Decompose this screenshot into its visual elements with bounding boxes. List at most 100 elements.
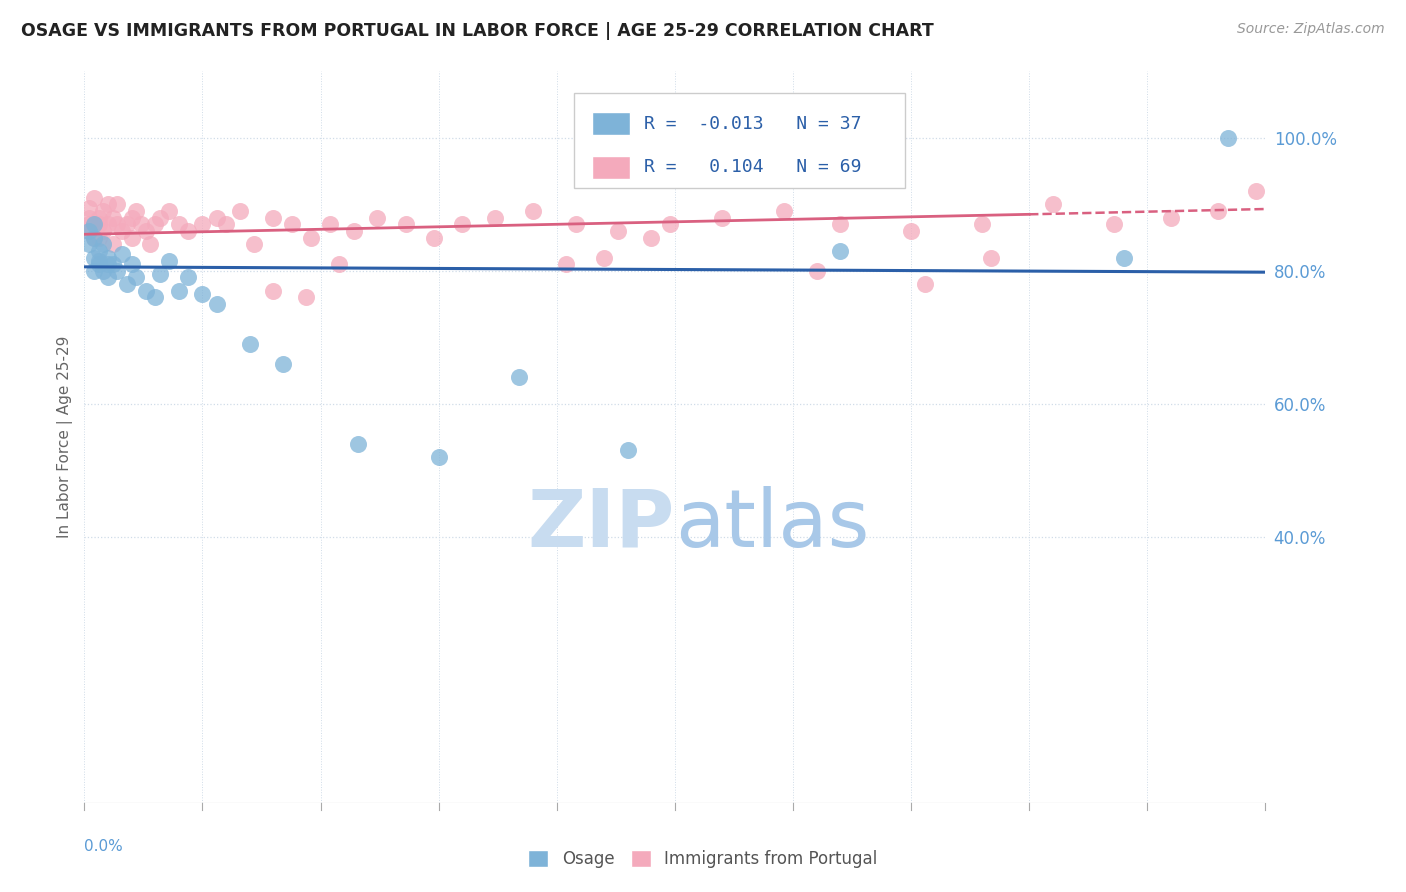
- Point: [640, 230, 662, 244]
- Point: [91, 264, 114, 278]
- Point: [87, 257, 110, 271]
- Y-axis label: In Labor Force | Age 25-29: In Labor Force | Age 25-29: [58, 336, 73, 538]
- Point: [107, 264, 129, 278]
- Point: [83, 191, 105, 205]
- Point: [149, 267, 172, 281]
- Text: Source: ZipAtlas.com: Source: ZipAtlas.com: [1237, 22, 1385, 37]
- Point: [167, 217, 190, 231]
- Point: [451, 217, 474, 231]
- Point: [343, 224, 366, 238]
- Point: [77, 237, 100, 252]
- Point: [107, 197, 129, 211]
- Text: ZIP: ZIP: [527, 486, 675, 564]
- Point: [319, 217, 342, 231]
- Point: [101, 211, 124, 225]
- Point: [91, 204, 114, 219]
- Point: [900, 224, 922, 238]
- Point: [149, 211, 172, 225]
- Point: [167, 284, 190, 298]
- Point: [555, 257, 578, 271]
- Point: [129, 217, 152, 231]
- FancyBboxPatch shape: [592, 156, 630, 179]
- FancyBboxPatch shape: [592, 112, 630, 136]
- Text: atlas: atlas: [675, 486, 869, 564]
- Point: [177, 224, 200, 238]
- Point: [806, 264, 828, 278]
- Point: [1042, 197, 1064, 211]
- Point: [205, 211, 228, 225]
- Point: [177, 270, 200, 285]
- Point: [366, 211, 388, 225]
- Point: [77, 217, 100, 231]
- Point: [87, 230, 110, 244]
- Legend: Osage, Immigrants from Portugal: Osage, Immigrants from Portugal: [522, 843, 884, 875]
- Point: [239, 337, 262, 351]
- Point: [83, 230, 105, 244]
- Point: [191, 217, 214, 231]
- Point: [143, 217, 166, 231]
- Point: [87, 217, 110, 231]
- Text: OSAGE VS IMMIGRANTS FROM PORTUGAL IN LABOR FORCE | AGE 25-29 CORRELATION CHART: OSAGE VS IMMIGRANTS FROM PORTUGAL IN LAB…: [21, 22, 934, 40]
- Point: [77, 224, 100, 238]
- Point: [243, 237, 266, 252]
- Point: [97, 257, 120, 271]
- Point: [262, 211, 284, 225]
- Point: [157, 204, 180, 219]
- Point: [394, 217, 416, 231]
- Point: [295, 290, 318, 304]
- Point: [1206, 204, 1229, 219]
- Point: [1160, 211, 1182, 225]
- Point: [830, 244, 852, 258]
- Point: [593, 251, 616, 265]
- Point: [328, 257, 350, 271]
- Point: [111, 224, 134, 238]
- Point: [1216, 131, 1239, 145]
- Text: 0.0%: 0.0%: [84, 839, 124, 855]
- Point: [77, 224, 100, 238]
- Point: [97, 197, 120, 211]
- Point: [115, 217, 138, 231]
- Point: [83, 251, 105, 265]
- Point: [83, 264, 105, 278]
- Point: [83, 217, 105, 231]
- Point: [91, 237, 114, 252]
- Point: [143, 290, 166, 304]
- Point: [215, 217, 238, 231]
- Point: [347, 436, 370, 450]
- Point: [427, 450, 450, 464]
- Point: [101, 237, 124, 252]
- Text: R =   0.104   N = 69: R = 0.104 N = 69: [644, 159, 862, 177]
- Point: [1244, 184, 1267, 198]
- Point: [772, 204, 794, 219]
- Point: [77, 211, 100, 225]
- Point: [191, 287, 214, 301]
- Point: [107, 217, 129, 231]
- Point: [281, 217, 304, 231]
- Point: [87, 253, 110, 268]
- Point: [125, 270, 148, 285]
- Point: [564, 217, 586, 231]
- Point: [101, 257, 124, 271]
- Point: [830, 217, 852, 231]
- Point: [77, 201, 100, 215]
- Point: [121, 211, 143, 225]
- Point: [914, 277, 936, 292]
- Point: [262, 284, 284, 298]
- Point: [97, 251, 120, 265]
- Point: [508, 370, 530, 384]
- Point: [121, 257, 143, 271]
- Point: [299, 230, 322, 244]
- Point: [484, 211, 506, 225]
- Point: [111, 247, 134, 261]
- Point: [970, 217, 993, 231]
- Point: [616, 443, 638, 458]
- Point: [980, 251, 1002, 265]
- Point: [139, 237, 162, 252]
- Point: [271, 357, 294, 371]
- Point: [125, 204, 148, 219]
- Point: [121, 230, 143, 244]
- Point: [423, 230, 446, 244]
- Point: [97, 270, 120, 285]
- Point: [91, 224, 114, 238]
- Point: [83, 230, 105, 244]
